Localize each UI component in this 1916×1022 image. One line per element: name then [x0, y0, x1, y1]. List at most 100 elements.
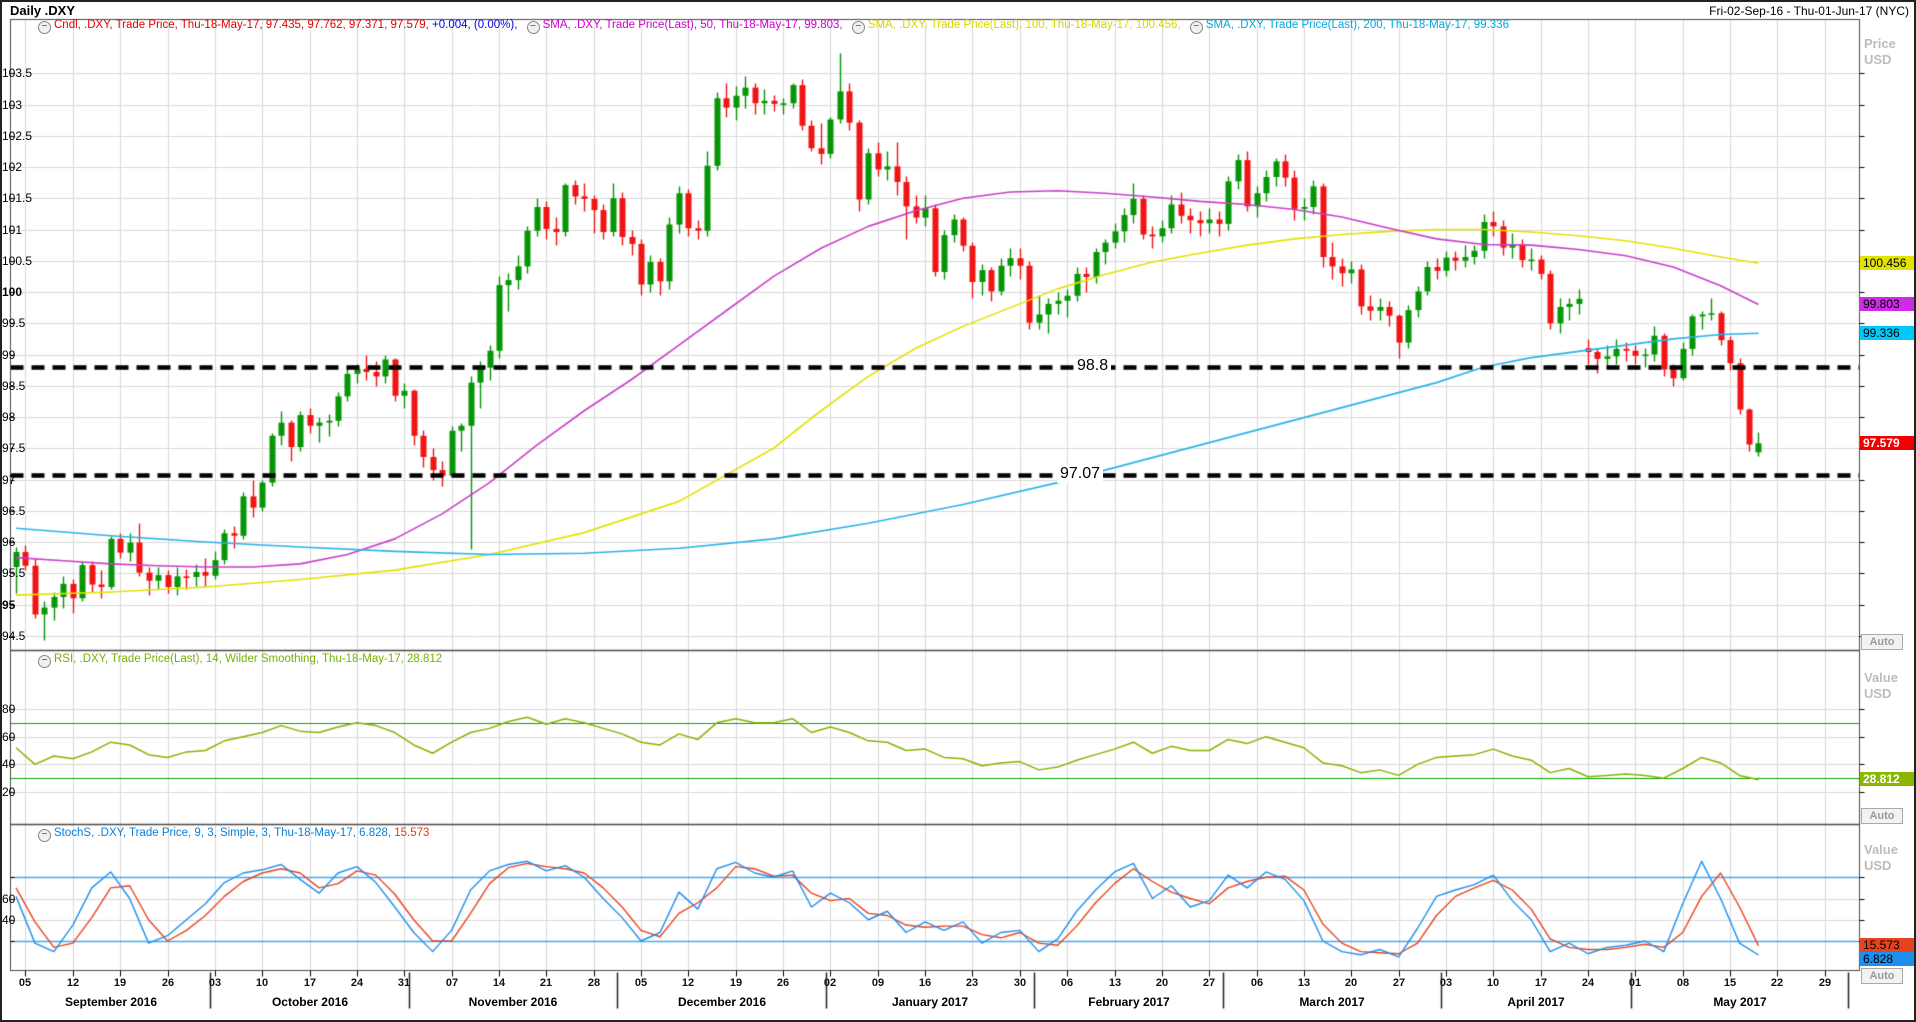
legend-stoch[interactable]: StochS, .DXY, Trade Price, 9, 3, Simple,…	[54, 827, 395, 839]
price-tick-label: 103.5	[2, 66, 33, 80]
price-tick-label: 96.5	[2, 504, 26, 518]
date-tick-label: 30	[1013, 977, 1027, 989]
price-tick-label: 96	[2, 535, 16, 549]
month-label: April 2017	[1507, 995, 1565, 1009]
month-label: May 2017	[1713, 995, 1767, 1009]
month-label: February 2017	[1088, 995, 1170, 1009]
legend-sma100[interactable]: SMA, .DXY, Trade Price(Last), 100, Thu-1…	[867, 19, 1184, 31]
rsi-axis-title: Value	[1864, 670, 1898, 685]
rsi-tick-label: 60	[2, 730, 16, 744]
date-tick-label: 29	[1818, 977, 1832, 989]
legend-candle-change: +0.004, (0.00%),	[432, 19, 521, 31]
rsi-tick-label: 20	[2, 785, 16, 799]
stoch-axis-title: Value	[1864, 842, 1898, 857]
date-tick-label: 03	[1439, 977, 1453, 989]
rsi-tick-label: 40	[2, 757, 16, 771]
date-tick-label: 22	[1770, 977, 1784, 989]
date-tick-label: 08	[1676, 977, 1690, 989]
collapse-icon[interactable]: −	[38, 655, 51, 668]
date-tick-label: 16	[918, 977, 932, 989]
month-label: March 2017	[1299, 995, 1365, 1009]
legend-candle[interactable]: Cndl, .DXY, Trade Price, Thu-18-May-17, …	[54, 19, 433, 31]
legend-sma50[interactable]: SMA, .DXY, Trade Price(Last), 50, Thu-18…	[542, 19, 846, 31]
month-label: December 2016	[677, 995, 767, 1009]
date-tick-label: 17	[303, 977, 317, 989]
rsi-value-tag: 28.812	[1860, 772, 1914, 786]
sma50-price-tag: 99.803	[1860, 297, 1914, 311]
date-tick-label: 20	[1155, 977, 1169, 989]
price-tick-label: 101.5	[2, 191, 33, 205]
date-tick-label: 10	[1486, 977, 1500, 989]
date-tick-label: 26	[776, 977, 790, 989]
resistance-line-label[interactable]: 98.8	[1074, 357, 1112, 375]
price-axis-unit: USD	[1864, 52, 1892, 67]
stoch-axis-unit: USD	[1864, 858, 1892, 873]
month-label: January 2017	[891, 995, 969, 1009]
date-tick-label: 06	[1060, 977, 1074, 989]
chart-title: Daily .DXY	[10, 3, 76, 18]
date-tick-label: 10	[255, 977, 269, 989]
date-tick-label: 01	[1628, 977, 1642, 989]
date-tick-label: 12	[681, 977, 695, 989]
stoch-d-value-tag: 15.573	[1860, 938, 1914, 952]
support-line-label[interactable]: 97.07	[1057, 465, 1104, 483]
date-tick-label: 13	[1297, 977, 1311, 989]
date-tick-label: 14	[492, 977, 506, 989]
price-tick-label: 99	[2, 348, 16, 362]
date-tick-label: 02	[823, 977, 837, 989]
collapse-icon[interactable]: −	[526, 21, 540, 34]
legend-sma200[interactable]: SMA, .DXY, Trade Price(Last), 200, Thu-1…	[1205, 19, 1509, 31]
price-tick-label: 103	[2, 98, 23, 112]
date-tick-label: 27	[1202, 977, 1216, 989]
date-tick-label: 20	[1344, 977, 1358, 989]
date-tick-label: 27	[1392, 977, 1406, 989]
stoch-k-value-tag: 6.828	[1860, 952, 1914, 966]
price-tick-label: 99.5	[2, 316, 26, 330]
sma100-price-tag: 100.456	[1860, 256, 1914, 270]
date-tick-label: 05	[634, 977, 648, 989]
month-label: October 2016	[271, 995, 349, 1009]
date-tick-label: 15	[1723, 977, 1737, 989]
date-tick-label: 05	[18, 977, 32, 989]
date-tick-label: 24	[350, 977, 364, 989]
date-tick-label: 26	[161, 977, 175, 989]
price-axis-title: Price	[1864, 36, 1896, 51]
legend-rsi[interactable]: RSI, .DXY, Trade Price(Last), 14, Wilder…	[54, 653, 443, 665]
month-label: November 2016	[468, 995, 558, 1009]
stoch-tick-label: 40	[2, 913, 16, 927]
legend-stoch-d-value: 15.573	[394, 827, 430, 839]
collapse-icon[interactable]: −	[1189, 21, 1203, 34]
price-tick-label: 94.5	[2, 629, 26, 643]
stoch-legend: − StochS, .DXY, Trade Price, 9, 3, Simple…	[32, 827, 429, 842]
price-tick-label: 97.5	[2, 441, 26, 455]
sma200-price-tag: 99.336	[1860, 326, 1914, 340]
collapse-icon[interactable]: −	[38, 21, 51, 34]
date-tick-label: 13	[1108, 977, 1122, 989]
date-tick-label: 17	[1534, 977, 1548, 989]
date-tick-label: 21	[539, 977, 553, 989]
date-tick-label: 06	[1250, 977, 1264, 989]
date-tick-label: 19	[729, 977, 743, 989]
stoch-tick-label: 60	[2, 892, 16, 906]
auto-scale-button-rsi[interactable]: Auto	[1861, 808, 1903, 824]
collapse-icon[interactable]: −	[851, 21, 865, 34]
date-range-label: Fri-02-Sep-16 - Thu-01-Jun-17 (NYC)	[1709, 4, 1909, 18]
price-tick-label: 97	[2, 473, 16, 487]
date-tick-label: 12	[66, 977, 80, 989]
collapse-icon[interactable]: −	[38, 829, 51, 842]
rsi-axis-unit: USD	[1864, 686, 1892, 701]
date-tick-label: 19	[113, 977, 127, 989]
price-tick-label: 98.5	[2, 379, 26, 393]
last-price-tag: 97.579	[1860, 436, 1914, 450]
date-tick-label: 07	[445, 977, 459, 989]
auto-scale-button-stoch[interactable]: Auto	[1861, 968, 1903, 984]
date-tick-label: 24	[1581, 977, 1595, 989]
price-tick-label: 102	[2, 160, 23, 174]
auto-scale-button-price[interactable]: Auto	[1861, 634, 1903, 650]
date-tick-label: 03	[208, 977, 222, 989]
rsi-tick-label: 80	[2, 702, 16, 716]
price-tick-label: 101	[2, 223, 23, 237]
price-tick-label: 98	[2, 410, 16, 424]
